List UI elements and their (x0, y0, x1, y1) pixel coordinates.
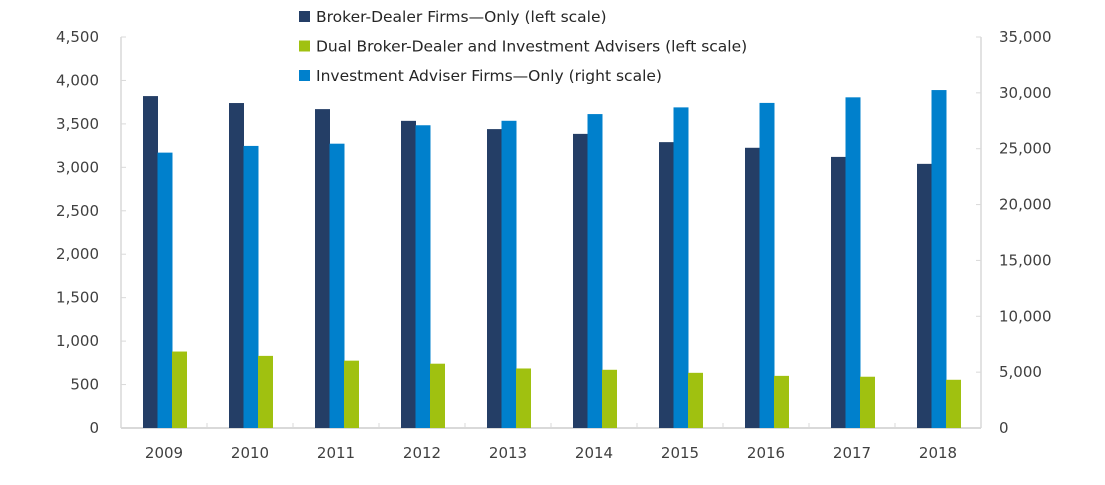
legend-label: Investment Adviser Firms—Only (right sca… (316, 67, 662, 85)
x-tick-label: 2012 (403, 444, 441, 462)
left-tick-label: 0 (89, 419, 99, 437)
bar-2011-series-1 (329, 143, 345, 429)
bar-2013-series-1 (501, 120, 517, 429)
x-tick-label: 2018 (919, 444, 957, 462)
right-tick-label: 10,000 (999, 307, 1052, 325)
bar-2016-series-1 (759, 102, 775, 428)
left-tick-label: 4,000 (56, 71, 99, 89)
legend-label: Dual Broker-Dealer and Investment Advise… (316, 38, 747, 56)
legend-swatch (299, 11, 310, 22)
x-tick-label: 2013 (489, 444, 527, 462)
left-tick-label: 2,500 (56, 202, 99, 220)
bar-2015-series-1 (673, 107, 689, 428)
bar-2013-series-0 (487, 129, 502, 428)
bar-2012-series-2 (430, 363, 445, 428)
right-tick-label: 0 (999, 419, 1009, 437)
bar-2009-series-1 (157, 152, 173, 429)
right-tick-label: 5,000 (999, 363, 1042, 381)
legend-label: Broker-Dealer Firms—Only (left scale) (316, 8, 607, 26)
bar-2011-series-0 (315, 109, 330, 429)
left-tick-label: 1,500 (56, 289, 99, 307)
x-tick-label: 2016 (747, 444, 785, 462)
x-tick-label: 2010 (231, 444, 269, 462)
left-tick-label: 3,000 (56, 158, 99, 176)
bar-2018-series-2 (946, 379, 961, 428)
bar-2009-series-0 (143, 96, 158, 428)
bar-2016-series-2 (774, 375, 789, 428)
bar-2015-series-0 (659, 142, 674, 428)
bar-2017-series-1 (845, 97, 861, 428)
bar-2010-series-2 (258, 355, 273, 428)
left-tick-label: 1,000 (56, 332, 99, 350)
bar-2011-series-2 (344, 360, 359, 428)
bar-2017-series-2 (860, 376, 875, 428)
right-tick-label: 25,000 (999, 140, 1052, 158)
bar-2014-series-1 (587, 114, 603, 428)
x-tick-label: 2014 (575, 444, 613, 462)
left-tick-label: 500 (70, 376, 99, 394)
left-tick-label: 3,500 (56, 115, 99, 133)
bar-2013-series-2 (516, 368, 531, 428)
bar-2012-series-1 (415, 125, 431, 429)
bar-2014-series-0 (573, 133, 588, 428)
bar-2015-series-2 (688, 372, 703, 428)
right-tick-label: 30,000 (999, 84, 1052, 102)
bar-2010-series-0 (229, 103, 244, 428)
left-tick-label: 2,000 (56, 245, 99, 263)
x-tick-label: 2009 (145, 444, 183, 462)
right-tick-label: 20,000 (999, 196, 1052, 214)
right-tick-label: 15,000 (999, 251, 1052, 269)
x-tick-label: 2015 (661, 444, 699, 462)
bar-2012-series-0 (401, 120, 416, 428)
legend-swatch (299, 70, 310, 81)
bar-2010-series-1 (243, 145, 259, 428)
bar-2017-series-0 (831, 156, 846, 428)
x-tick-label: 2011 (317, 444, 355, 462)
bar-2018-series-1 (931, 90, 947, 429)
x-tick-label: 2017 (833, 444, 871, 462)
bar-2014-series-2 (602, 369, 617, 428)
bar-2016-series-0 (745, 147, 760, 429)
bar-2009-series-2 (172, 351, 187, 428)
right-tick-label: 35,000 (999, 28, 1052, 46)
legend-swatch (299, 40, 310, 52)
left-tick-label: 4,500 (56, 28, 99, 46)
bar-2018-series-0 (917, 163, 932, 428)
